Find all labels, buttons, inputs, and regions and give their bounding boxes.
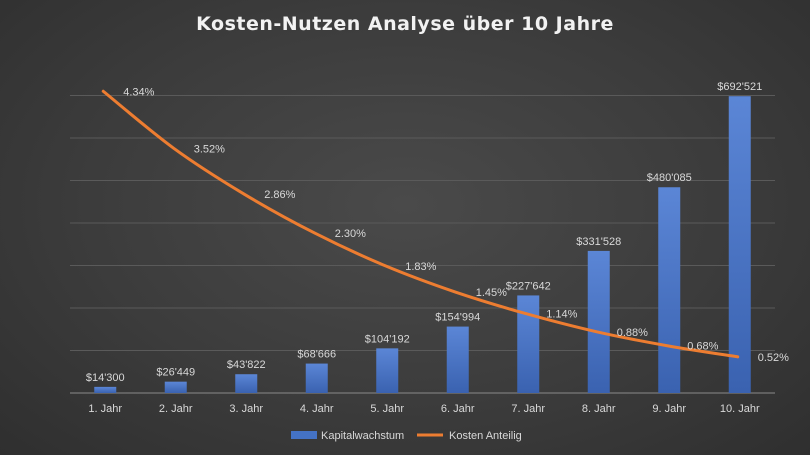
x-tick-label: 6. Jahr — [441, 403, 475, 415]
line-value-label: 0.88% — [617, 327, 648, 339]
x-tick-label: 8. Jahr — [582, 403, 616, 415]
legend-label-line: Kosten Anteilig — [449, 430, 522, 442]
line-value-label: 1.14% — [546, 309, 577, 321]
bar — [235, 374, 258, 393]
bar — [517, 295, 540, 393]
bar-value-label: $480'085 — [647, 172, 692, 184]
line-value-label: 4.34% — [123, 86, 154, 98]
bar-value-label: $104'192 — [365, 333, 410, 345]
bar-value-label: $227'642 — [506, 280, 551, 292]
bar — [446, 326, 469, 393]
x-axis-ticks: 1. Jahr 2. Jahr 3. Jahr 4. Jahr 5. Jahr 6. Ja… — [88, 403, 760, 415]
line-value-label: 1.45% — [476, 287, 507, 299]
line-value-label: 0.52% — [758, 352, 789, 364]
bar — [728, 96, 751, 393]
line-value-label: 3.52% — [194, 143, 225, 155]
gridlines — [70, 95, 775, 394]
legend-label-bar: Kapitalwachstum — [321, 430, 404, 442]
bar-value-label: $68'666 — [297, 349, 336, 361]
x-tick-label: 3. Jahr — [229, 403, 263, 415]
line-series — [101, 89, 740, 359]
data-labels: $14'300 $26'449 $43'822 $68'666 $104'192 $154… — [86, 81, 789, 384]
cost-line — [101, 89, 740, 359]
legend-swatch-bar — [291, 431, 317, 439]
x-tick-label: 1. Jahr — [88, 403, 122, 415]
bar-value-label: $331'528 — [576, 236, 621, 248]
chart-title: Kosten-Nutzen Analyse über 10 Jahre — [196, 13, 614, 35]
bar-value-label: $692'521 — [717, 81, 762, 93]
bar-value-label: $26'449 — [156, 367, 195, 379]
x-tick-label: 4. Jahr — [300, 403, 334, 415]
bar-value-label: $43'822 — [227, 359, 266, 371]
line-value-label: 2.86% — [264, 189, 295, 201]
x-tick-label: 5. Jahr — [370, 403, 404, 415]
bar — [658, 187, 681, 393]
bar — [587, 250, 610, 393]
bar — [164, 381, 187, 393]
bar-value-label: $154'994 — [435, 312, 480, 324]
x-tick-label: 7. Jahr — [511, 403, 545, 415]
legend: Kapitalwachstum Kosten Anteilig — [291, 430, 522, 442]
x-tick-label: 9. Jahr — [652, 403, 686, 415]
x-tick-label: 10. Jahr — [720, 403, 760, 415]
bar — [305, 363, 328, 393]
bar-series — [94, 96, 751, 393]
line-value-label: 2.30% — [335, 228, 366, 240]
bar-value-label: $14'300 — [86, 372, 125, 384]
line-value-label: 0.68% — [687, 341, 718, 353]
bar — [94, 386, 117, 393]
x-tick-label: 2. Jahr — [159, 403, 193, 415]
bar — [376, 348, 399, 393]
line-value-label: 1.83% — [405, 261, 436, 273]
